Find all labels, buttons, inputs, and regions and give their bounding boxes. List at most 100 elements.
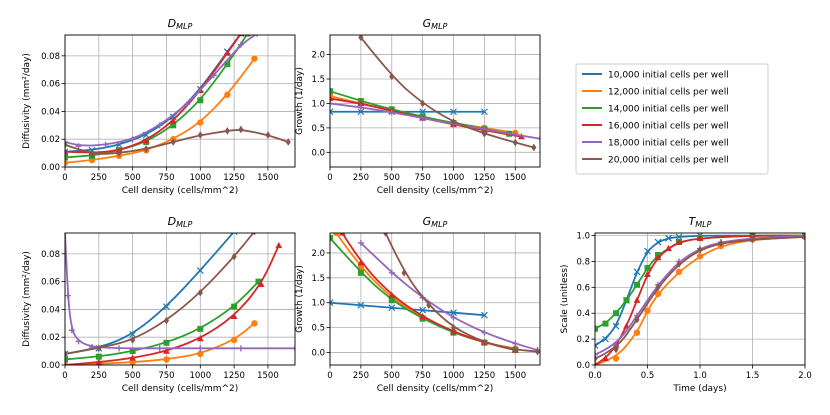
data-point — [330, 100, 333, 107]
data-point — [230, 336, 238, 344]
axes-frame — [329, 34, 541, 168]
data-point — [612, 355, 620, 362]
data-point — [265, 131, 271, 139]
data-point — [595, 354, 598, 363]
data-point — [612, 322, 620, 330]
x-tick-label: 250 — [353, 173, 369, 183]
data-point — [512, 345, 518, 354]
data-point — [237, 345, 244, 352]
data-point — [251, 55, 258, 62]
x-tick-label: 0 — [62, 173, 67, 183]
x-tick-label: 1.0 — [693, 371, 707, 381]
y-tick-label: 1.5 — [311, 75, 325, 85]
data-point — [357, 269, 364, 276]
title-subscript: MLP — [431, 220, 447, 229]
series-group — [330, 35, 540, 152]
data-point — [802, 233, 805, 239]
data-point — [116, 149, 122, 157]
series-group — [65, 233, 295, 365]
data-point — [357, 99, 365, 107]
data-point — [223, 49, 231, 56]
data-point — [285, 138, 291, 146]
data-point — [537, 135, 540, 142]
chart-title: DMLP — [168, 17, 193, 31]
chart-panel-g_bot: 0 250 500 750 1000 1250 1500 0.0 0.5 1.0 1.5 2.0 GML… — [295, 215, 541, 394]
y-tick-label: 0.00 — [41, 361, 60, 371]
title-subscript: MLP — [695, 220, 711, 229]
series-line-5 — [65, 129, 289, 155]
data-point — [534, 347, 540, 356]
data-point — [224, 61, 231, 68]
y-tick-label: 0.8 — [576, 257, 590, 267]
data-point — [197, 97, 204, 104]
x-tick-label: 250 — [91, 371, 107, 381]
x-tick-label: 2.0 — [798, 371, 812, 381]
data-point — [142, 137, 150, 144]
x-axis-label: Cell density (cells/mm^2) — [377, 186, 494, 196]
data-point — [450, 108, 457, 116]
plot-area — [330, 233, 540, 365]
data-point — [169, 117, 177, 124]
y-axis-label: Diffusivity (mm²/day) — [22, 251, 32, 347]
series-group — [330, 233, 540, 356]
data-point — [358, 35, 364, 42]
data-point — [197, 345, 204, 352]
x-tick-label: 750 — [415, 173, 431, 183]
data-point — [252, 233, 257, 236]
x-tick-label: 1250 — [223, 173, 245, 183]
data-point — [65, 140, 68, 149]
data-point — [183, 101, 190, 108]
data-point — [231, 252, 237, 261]
y-tick-label: 0.0 — [576, 361, 590, 371]
data-point — [75, 338, 82, 345]
data-point — [665, 244, 672, 252]
x-tick-label: 1500 — [257, 371, 279, 381]
data-point — [292, 345, 295, 352]
data-point — [595, 361, 597, 365]
y-tick-label: 0.2 — [576, 335, 590, 345]
data-point — [388, 109, 395, 116]
data-point — [480, 108, 488, 116]
data-point — [224, 127, 230, 135]
data-point — [665, 234, 672, 242]
legend-entry-14000: 14,000 initial cells per well — [582, 105, 729, 115]
data-point — [531, 143, 537, 152]
legend-entry-18000: 18,000 initial cells per well — [582, 139, 729, 149]
legend-box — [575, 63, 769, 175]
x-tick-label: 0 — [62, 371, 67, 381]
data-point — [654, 253, 662, 261]
data-point — [696, 234, 704, 241]
plot-area — [65, 233, 295, 365]
x-axis-label: Cell density (cells/mm^2) — [377, 384, 494, 394]
legend-label: 18,000 initial cells per well — [608, 139, 729, 149]
data-point — [130, 336, 136, 344]
data-point — [231, 303, 238, 310]
y-axis-label: Scale (unitless) — [560, 265, 570, 334]
data-point — [96, 344, 102, 353]
y-tick-label: 0.4 — [576, 309, 590, 319]
data-point — [613, 345, 619, 354]
x-tick-label: 1250 — [474, 371, 496, 381]
x-tick-label: 500 — [125, 371, 141, 381]
y-tick-label: 0.04 — [41, 305, 60, 315]
data-point — [163, 339, 170, 346]
chart-panel-t_bot: 0.0 0.5 1.0 1.5 2.0 0.0 0.2 0.4 0.6 0.8 1.0 TMLP Tim… — [560, 215, 812, 394]
y-tick-label: 1.0 — [311, 299, 325, 309]
y-tick-label: 0.06 — [41, 278, 60, 288]
y-tick-label: 0.6 — [576, 283, 590, 293]
y-tick-label: 0.0 — [311, 148, 325, 158]
data-point — [654, 238, 662, 246]
data-point — [230, 233, 238, 236]
data-point — [389, 72, 395, 81]
data-point — [255, 278, 262, 285]
data-point — [697, 246, 703, 254]
data-point — [420, 99, 426, 108]
data-point — [65, 292, 71, 299]
data-point — [644, 247, 651, 255]
y-tick-label: 0.5 — [311, 324, 325, 334]
y-tick-label: 0.08 — [41, 250, 60, 260]
data-point — [196, 267, 204, 274]
series-group — [595, 233, 805, 365]
data-point — [512, 340, 519, 347]
title-subscript: MLP — [176, 22, 192, 31]
